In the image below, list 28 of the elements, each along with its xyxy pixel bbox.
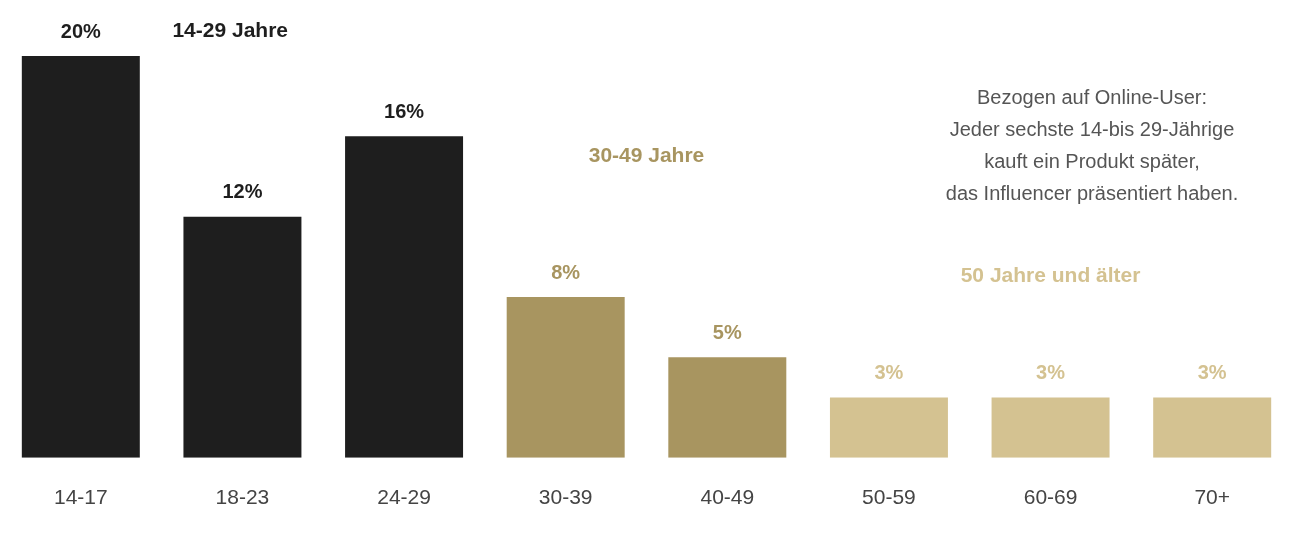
x-tick-label: 40-49 bbox=[700, 485, 755, 509]
x-tick-label: 24-29 bbox=[377, 485, 431, 509]
x-tick-label: 30-39 bbox=[538, 485, 593, 509]
bar bbox=[506, 297, 625, 458]
annotation: 30-49 Jahre bbox=[588, 142, 705, 166]
data-label: 8% bbox=[551, 260, 581, 283]
x-tick-label: 70+ bbox=[1194, 485, 1230, 509]
bar bbox=[991, 397, 1110, 458]
x-tick-label: 60-69 bbox=[1023, 485, 1078, 509]
bar bbox=[183, 216, 302, 458]
data-label: 5% bbox=[712, 320, 742, 343]
x-tick-label: 18-23 bbox=[215, 485, 270, 509]
data-label: 20% bbox=[60, 19, 102, 42]
bar bbox=[1153, 397, 1272, 458]
bar bbox=[829, 397, 948, 458]
x-tick-label: 14-17 bbox=[53, 485, 108, 509]
bar bbox=[668, 357, 787, 458]
data-label: 3% bbox=[1036, 361, 1066, 384]
data-label: 16% bbox=[384, 99, 425, 122]
annotation: 50 Jahre und älter bbox=[960, 263, 1141, 287]
data-label: 3% bbox=[874, 361, 904, 384]
annotation: Bezogen auf Online-User: Jeder sechste 14-bis 29-Jährige kauft ein Produkt später, das Influencer präsentiert haben. bbox=[945, 85, 1239, 204]
x-tick-label: 50-59 bbox=[862, 485, 916, 509]
text: 14-29 Jahre bbox=[172, 18, 289, 42]
bar bbox=[21, 56, 140, 458]
data-label: 12% bbox=[222, 180, 263, 203]
data-label: 3% bbox=[1197, 361, 1227, 384]
bar bbox=[345, 136, 464, 458]
